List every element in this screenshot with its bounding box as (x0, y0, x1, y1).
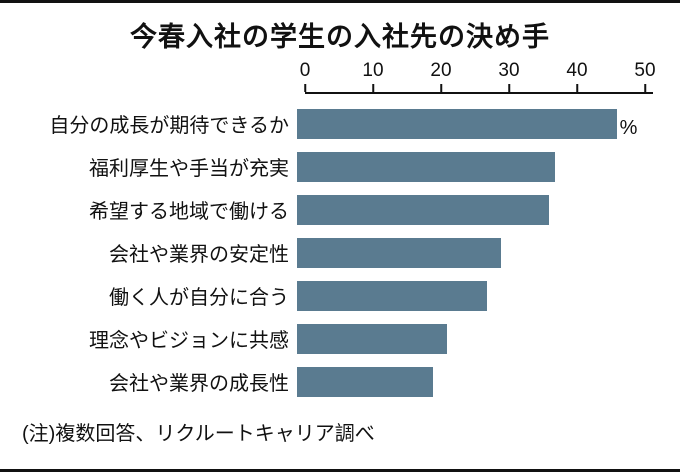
bar (297, 108, 617, 139)
bar-track (297, 323, 680, 354)
axis-tick-mark (508, 84, 510, 92)
bar-row: 会社や業界の安定性 (0, 231, 680, 274)
bar-row: 会社や業界の成長性 (0, 360, 680, 403)
bar (297, 151, 556, 182)
axis-tick-label: 30 (498, 60, 520, 81)
bar-label: 自分の成長が期待できるか (49, 115, 289, 137)
bar-label: 希望する地域で働ける (89, 201, 289, 223)
bar-label: 理念やビジョンに共感 (89, 330, 289, 352)
bar (297, 194, 549, 225)
axis-tick-mark (576, 84, 578, 92)
bar-label: 福利厚生や手当が充実 (89, 158, 289, 180)
source-note: (注)複数回答、リクルートキャリア調べ (22, 423, 375, 445)
bar-track: % (297, 108, 680, 139)
x-axis-area: 0 10 20 30 40 50 (300, 60, 656, 94)
bar-label: 会社や業界の成長性 (109, 373, 289, 395)
bar-row: 福利厚生や手当が充実 (0, 145, 680, 188)
percent-unit-label: % (619, 116, 638, 139)
bar-label: 会社や業界の安定性 (109, 244, 289, 266)
axis-tick-label: 50 (634, 60, 656, 81)
axis-tick-label: 20 (430, 60, 452, 81)
axis-tick-label: 40 (566, 60, 588, 81)
bar-track (297, 280, 680, 311)
bar-track (297, 194, 680, 225)
bar-row: 自分の成長が期待できるか% (0, 102, 680, 145)
bar-track (297, 366, 680, 397)
axis-tick-label: 10 (362, 60, 384, 81)
axis-spacer (0, 60, 305, 94)
bar-label: 働く人が自分に合う (109, 287, 289, 309)
bar-track (297, 151, 680, 182)
bar-row: 希望する地域で働ける (0, 188, 680, 231)
axis-tick-mark (644, 84, 646, 92)
bar (297, 323, 447, 354)
axis-tick-mark (372, 84, 374, 92)
plot-rows: 自分の成長が期待できるか% 福利厚生や手当が充実 希望する地域で働ける会社や業界の安… (0, 102, 680, 403)
bar-row: 理念やビジョンに共感 (0, 317, 680, 360)
bar (297, 280, 488, 311)
x-axis-line (305, 92, 653, 94)
bar-track (297, 237, 680, 268)
bar (297, 366, 433, 397)
bar-row: 働く人が自分に合う (0, 274, 680, 317)
x-axis: 0 10 20 30 40 50 (0, 60, 680, 94)
bar (297, 237, 501, 268)
axis-tick-label: 0 (299, 60, 311, 81)
axis-tick-mark (440, 84, 442, 92)
axis-tick-mark (304, 84, 306, 92)
chart-title: 今春入社の学生の入社先の決め手 (130, 22, 550, 52)
